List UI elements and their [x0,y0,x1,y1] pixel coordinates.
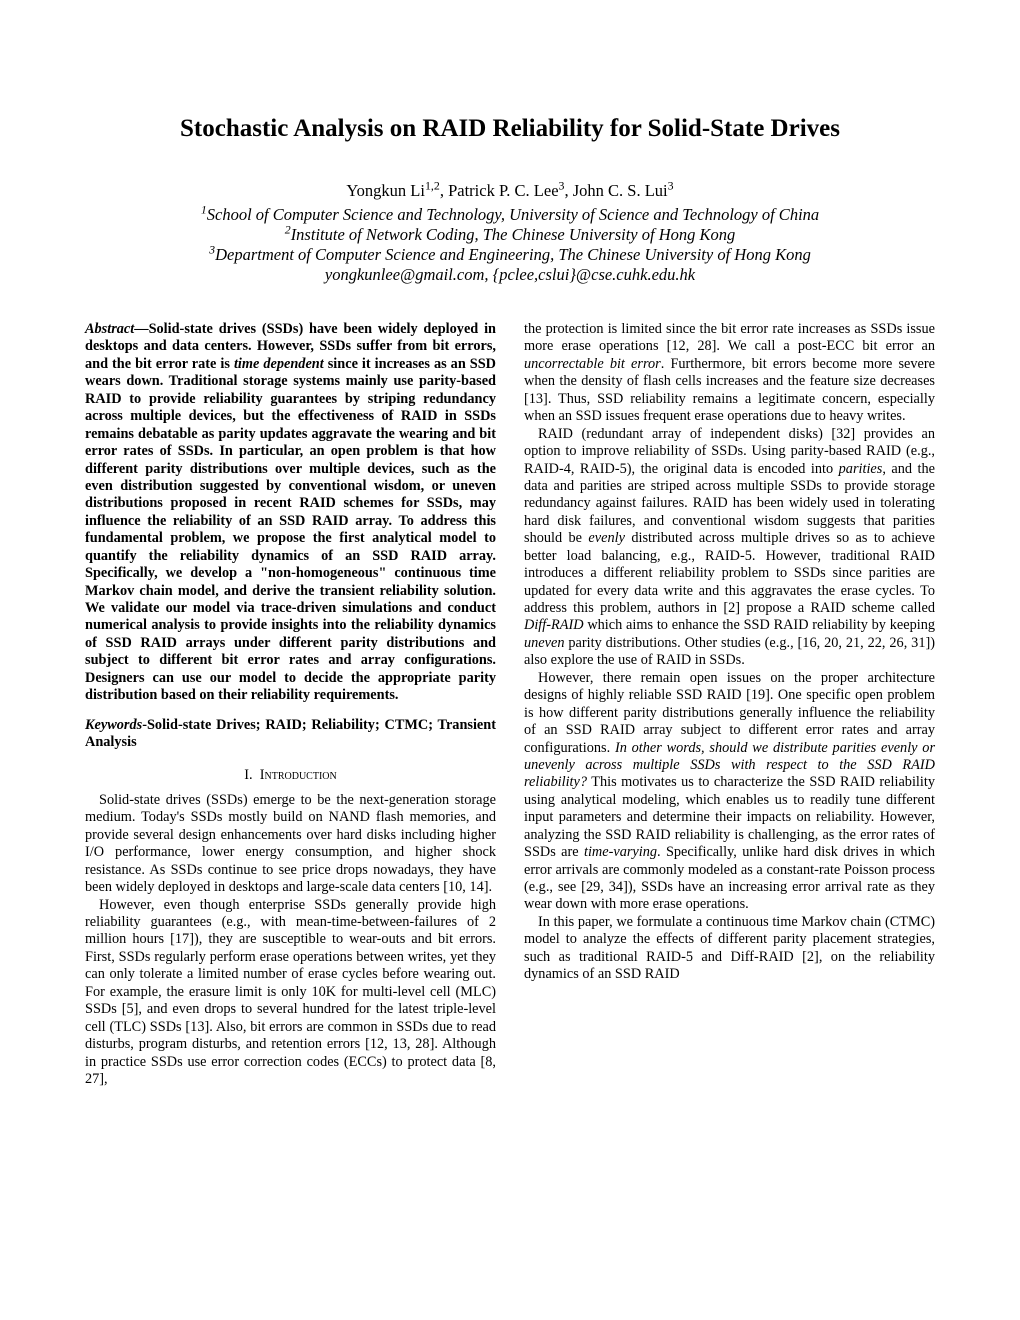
paper-title: Stochastic Analysis on RAID Reliability … [85,115,935,143]
abstract-block: Abstract—Solid-state drives (SSDs) have … [85,321,496,705]
keywords-body: -Solid-state Drives; RAID; Reliability; … [85,717,496,750]
left-para-1: Solid-state drives (SSDs) emerge to be t… [85,792,496,897]
right-para-2: RAID (redundant array of independent dis… [524,426,935,670]
page-root: Stochastic Analysis on RAID Reliability … [0,0,1020,1148]
affiliation-1: 1School of Computer Science and Technolo… [85,205,935,225]
section-1-number: I. [244,767,259,783]
two-column-body: Abstract—Solid-state drives (SSDs) have … [85,321,935,1088]
left-column: Abstract—Solid-state drives (SSDs) have … [85,321,496,1088]
left-para-2: However, even though enterprise SSDs gen… [85,897,496,1089]
abstract-body: —Solid-state drives (SSDs) have been wid… [85,321,496,703]
section-1-title: Introduction [260,767,337,783]
abstract-label: Abstract [85,321,134,337]
section-1-heading: I. Introduction [85,767,496,784]
right-column: the protection is limited since the bit … [524,321,935,1088]
keywords-label: Keywords [85,717,142,733]
keywords-block: Keywords-Solid-state Drives; RAID; Relia… [85,717,496,752]
right-para-4: In this paper, we formulate a continuous… [524,914,935,984]
affiliation-3: 3Department of Computer Science and Engi… [85,245,935,265]
right-para-1: the protection is limited since the bit … [524,321,935,426]
right-para-3: However, there remain open issues on the… [524,670,935,914]
emails-line: yongkunlee@gmail.com, {pclee,cslui}@cse.… [85,265,935,285]
authors-line: Yongkun Li1,2, Patrick P. C. Lee3, John … [85,181,935,201]
